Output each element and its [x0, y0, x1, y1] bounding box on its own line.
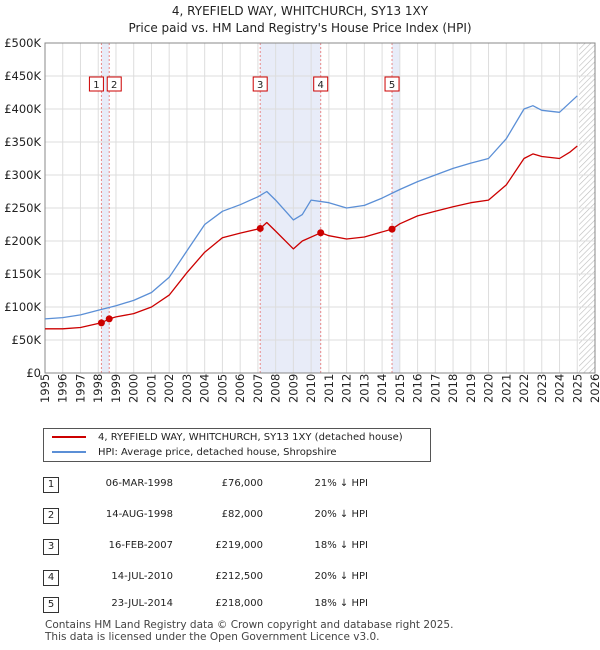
row-hpi-diff: 18% ↓ HPI	[314, 540, 368, 551]
legend-item-property: 4, RYEFIELD WAY, WHITCHURCH, SY13 1XY (d…	[52, 431, 403, 445]
row-date: 14-JUL-2010	[111, 571, 173, 582]
y-tick-label: £200K	[4, 234, 41, 248]
y-tick-label: £500K	[4, 36, 41, 50]
row-price: £82,000	[221, 509, 263, 520]
row-number-badge: 2	[43, 508, 59, 524]
table-row: 5 23-JUL-2014 £218,000 18% ↓ HPI	[43, 596, 443, 614]
row-number-badge: 4	[43, 570, 59, 586]
x-tick-label: 1996	[56, 374, 70, 403]
legend: 4, RYEFIELD WAY, WHITCHURCH, SY13 1XY (d…	[43, 428, 431, 462]
row-hpi-diff: 21% ↓ HPI	[314, 478, 368, 489]
sale-number-box	[313, 76, 329, 92]
plot-frame	[44, 42, 596, 374]
x-tick-label: 2020	[482, 374, 496, 403]
x-tick-label: 2012	[340, 374, 354, 403]
x-tick-label: 2010	[304, 374, 318, 403]
row-price: £219,000	[215, 540, 263, 551]
legend-item-hpi: HPI: Average price, detached house, Shro…	[52, 446, 337, 460]
x-tick-label: 2007	[251, 374, 265, 403]
row-date: 16-FEB-2007	[108, 540, 173, 551]
sale-number-label: 1	[93, 80, 99, 91]
row-price: £212,500	[215, 571, 263, 582]
table-row: 3 16-FEB-2007 £219,000 18% ↓ HPI	[43, 538, 443, 556]
x-tick-label: 2025	[570, 374, 584, 403]
row-number-badge: 3	[43, 539, 59, 555]
table-row: 1 06-MAR-1998 £76,000 21% ↓ HPI	[43, 476, 443, 494]
price-chart: £0 £50K £100K £150K £200K £250K £300K £350K £400…	[4, 36, 600, 403]
y-tick-label: £150K	[4, 267, 41, 281]
sale-number-label: 4	[318, 80, 324, 91]
hpi-series-line	[44, 95, 578, 320]
x-tick-label: 2011	[322, 374, 336, 403]
sale-point	[317, 229, 325, 237]
row-date: 14-AUG-1998	[105, 509, 173, 520]
sale-number-label: 5	[389, 80, 395, 91]
legend-swatch-property	[52, 436, 86, 438]
row-number-badge: 5	[43, 597, 59, 613]
x-tick-label: 2019	[464, 374, 478, 403]
legend-swatch-hpi	[52, 451, 86, 453]
x-tick-label: 2000	[127, 374, 141, 403]
x-tick-label: 2006	[233, 374, 247, 403]
x-tick-label: 2016	[411, 374, 425, 403]
y-tick-label: £400K	[4, 102, 41, 116]
table-row: 2 14-AUG-1998 £82,000 20% ↓ HPI	[43, 507, 443, 525]
sale-number-box	[106, 76, 122, 92]
x-tick-label: 2004	[198, 374, 212, 403]
sale-number-label: 2	[111, 80, 117, 91]
row-date: 06-MAR-1998	[105, 478, 173, 489]
x-tick-label: 2024	[553, 374, 567, 403]
y-tick-label: £450K	[4, 69, 41, 83]
chart-subtitle: Price paid vs. HM Land Registry's House …	[128, 21, 472, 35]
sale-number-box	[384, 76, 400, 92]
x-tick-label: 2018	[446, 374, 460, 403]
legend-label-hpi: HPI: Average price, detached house, Shro…	[98, 447, 337, 458]
row-price: £218,000	[215, 598, 263, 609]
legend-label-property: 4, RYEFIELD WAY, WHITCHURCH, SY13 1XY (d…	[98, 432, 403, 443]
x-tick-label: 2022	[517, 374, 531, 403]
x-tick-label: 2014	[375, 374, 389, 403]
y-tick-label: £50K	[12, 333, 42, 347]
footer-licence: This data is licensed under the Open Gov…	[45, 631, 380, 643]
sale-number-box	[252, 76, 268, 92]
x-tick-label: 2017	[428, 374, 442, 403]
property-series-line	[45, 145, 578, 330]
y-tick-label: £100K	[4, 300, 41, 314]
sale-point	[105, 315, 113, 323]
x-tick-label: 1998	[91, 374, 105, 403]
x-tick-label: 2003	[180, 374, 194, 403]
x-tick-label: 1999	[109, 374, 123, 403]
sale-point	[388, 225, 396, 233]
row-date: 23-JUL-2014	[111, 598, 173, 609]
sale-number-box	[88, 76, 104, 92]
x-tick-label: 2015	[393, 374, 407, 403]
x-tick-label: 2021	[499, 374, 513, 403]
y-tick-label: £250K	[4, 201, 41, 215]
row-hpi-diff: 18% ↓ HPI	[314, 598, 368, 609]
sale-point	[97, 319, 105, 327]
table-row: 4 14-JUL-2010 £212,500 20% ↓ HPI	[43, 569, 443, 587]
row-price: £76,000	[221, 478, 263, 489]
x-tick-label: 2005	[215, 374, 229, 403]
x-tick-label: 2026	[588, 374, 600, 403]
footer-copyright: Contains HM Land Registry data © Crown c…	[45, 619, 454, 631]
row-hpi-diff: 20% ↓ HPI	[314, 571, 368, 582]
y-tick-label: £350K	[4, 135, 41, 149]
x-tick-label: 2001	[144, 374, 158, 403]
sale-number-label: 3	[257, 80, 263, 91]
row-number-badge: 1	[43, 477, 59, 493]
x-tick-label: 2009	[286, 374, 300, 403]
x-tick-label: 2008	[269, 374, 283, 403]
x-tick-label: 2023	[535, 374, 549, 403]
x-tick-label: 1995	[38, 374, 52, 403]
x-tick-label: 2002	[162, 374, 176, 403]
y-tick-label: £0	[26, 366, 41, 380]
sale-point	[256, 224, 264, 232]
y-tick-label: £300K	[4, 168, 41, 182]
chart-title: 4, RYEFIELD WAY, WHITCHURCH, SY13 1XY	[171, 4, 429, 18]
row-hpi-diff: 20% ↓ HPI	[314, 509, 368, 520]
x-tick-label: 1997	[73, 374, 87, 403]
x-tick-label: 2013	[357, 374, 371, 403]
